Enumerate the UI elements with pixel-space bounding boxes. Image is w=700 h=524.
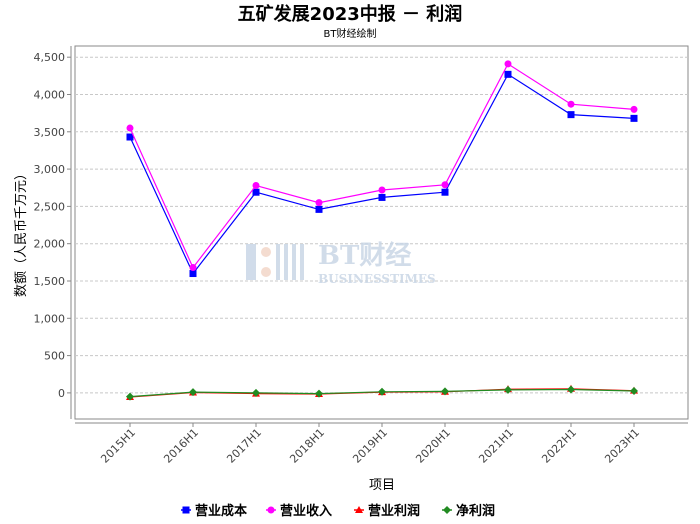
legend-label: 营业收入 xyxy=(280,503,332,519)
y-tick-label: 4,500 xyxy=(34,51,66,64)
data-point xyxy=(567,111,575,119)
data-point xyxy=(504,385,512,394)
data-point xyxy=(315,199,323,207)
data-point xyxy=(189,270,197,278)
data-point xyxy=(252,388,260,397)
x-tick-label: 2023H1 xyxy=(602,426,642,466)
bt-logo-icon xyxy=(246,244,304,280)
legend-item: 净利润 xyxy=(442,503,495,519)
legend-item: 营业收入 xyxy=(266,503,332,519)
data-point xyxy=(378,193,386,201)
chart-subtitle: BT财经绘制 xyxy=(324,27,377,40)
x-tick-label: 2016H1 xyxy=(161,426,201,466)
data-point xyxy=(126,392,134,401)
data-point xyxy=(378,186,386,194)
legend-marker xyxy=(182,506,190,514)
legend-item: 营业利润 xyxy=(354,503,420,519)
y-tick-label: 3,500 xyxy=(34,126,66,139)
legend-label: 净利润 xyxy=(456,503,495,519)
y-tick-label: 3,000 xyxy=(34,163,66,176)
data-point xyxy=(504,70,512,78)
data-point xyxy=(315,205,323,213)
x-tick-label: 2022H1 xyxy=(539,426,579,466)
data-point xyxy=(441,188,449,196)
legend-label: 营业成本 xyxy=(195,503,247,519)
y-axis-label: 数额（人民币千万元） xyxy=(14,167,29,297)
y-tick-label: 500 xyxy=(44,350,65,363)
data-point xyxy=(126,124,134,132)
y-tick-label: 4,000 xyxy=(34,88,66,101)
data-point xyxy=(315,389,323,398)
series-4 xyxy=(126,385,638,401)
data-point xyxy=(441,387,449,396)
data-point xyxy=(567,100,575,108)
x-tick-label: 2015H1 xyxy=(98,426,138,466)
data-point xyxy=(189,388,197,397)
y-tick-label: 1,000 xyxy=(34,312,66,325)
y-tick-label: 2,000 xyxy=(34,238,66,251)
legend-marker xyxy=(443,506,451,514)
x-tick-label: 2018H1 xyxy=(287,426,327,466)
data-point xyxy=(126,133,134,141)
x-axis: 2015H1 2016H1 2017H1 2018H1 2019H1 2020H1 2021… xyxy=(75,422,688,466)
data-point xyxy=(189,264,197,272)
data-point xyxy=(630,387,638,396)
data-point xyxy=(630,105,638,113)
series-layer xyxy=(126,60,638,401)
watermark-text: BT财经 xyxy=(318,240,411,271)
x-axis-label: 项目 xyxy=(369,478,395,493)
legend-label: 营业利润 xyxy=(368,503,420,519)
grid-lines xyxy=(75,56,688,394)
plot-area xyxy=(74,45,689,420)
data-point xyxy=(252,188,260,196)
legend: 营业成本 营业收入 营业利润 净利润 xyxy=(181,503,495,519)
y-tick-label: 1,500 xyxy=(34,275,66,288)
watermark-subtext: BUSINESSTIMES xyxy=(318,272,436,286)
data-point xyxy=(252,182,260,190)
data-point xyxy=(504,60,512,68)
watermark: BT财经 BUSINESSTIMES xyxy=(246,240,436,286)
data-point xyxy=(630,114,638,122)
y-axis: 0 500 1,000 1,500 2,000 2,500 3,000 3,500 4,000 4… xyxy=(34,46,72,419)
legend-marker xyxy=(267,506,275,514)
chart-title: 五矿发展2023中报 － 利润 xyxy=(238,3,463,25)
y-tick-label: 2,500 xyxy=(34,200,66,213)
data-point xyxy=(441,181,449,189)
x-tick-label: 2020H1 xyxy=(413,426,453,466)
x-tick-label: 2017H1 xyxy=(224,426,264,466)
data-point xyxy=(567,385,575,394)
series-2 xyxy=(126,60,638,272)
legend-item: 营业成本 xyxy=(181,503,247,519)
series-1 xyxy=(126,70,638,278)
data-point xyxy=(378,387,386,396)
x-tick-label: 2021H1 xyxy=(476,426,516,466)
legend-marker xyxy=(355,506,363,513)
y-tick-label: 0 xyxy=(58,387,65,400)
x-tick-label: 2019H1 xyxy=(350,426,390,466)
